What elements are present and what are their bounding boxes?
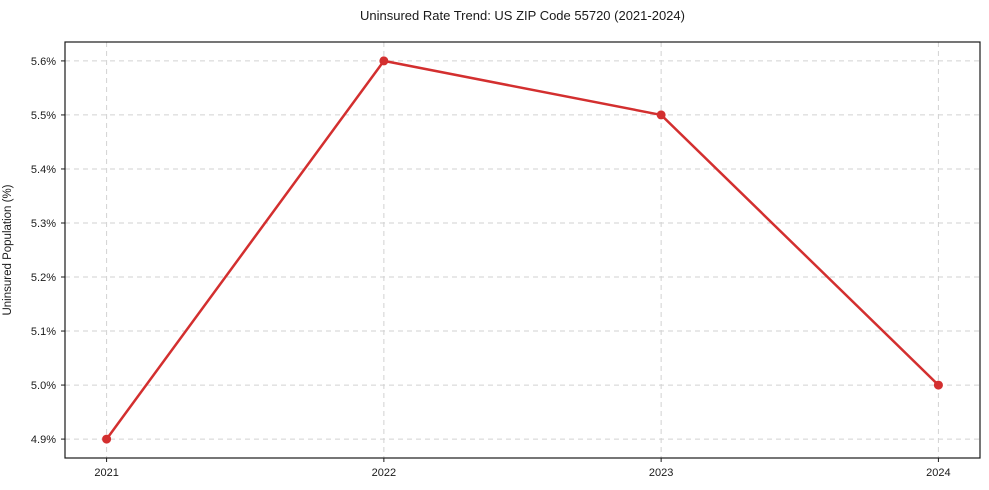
y-tick-label: 4.9% [31,434,56,446]
data-point [933,380,943,390]
y-tick-label: 5.4% [31,164,56,176]
x-tick-label: 2024 [926,467,950,479]
y-tick-label: 5.1% [31,326,56,338]
data-point [379,56,389,66]
x-tick-label: 2022 [372,467,396,479]
data-point [656,110,666,120]
y-tick-label: 5.3% [31,218,56,230]
y-tick-label: 5.5% [31,110,56,122]
chart-title: Uninsured Rate Trend: US ZIP Code 55720 … [360,8,685,23]
x-tick-label: 2023 [649,467,673,479]
trend-line [105,59,940,441]
y-tick-label: 5.0% [31,380,56,392]
y-tick-label: 5.6% [31,56,56,68]
plot-border [64,41,981,459]
x-tick-label: 2021 [94,467,118,479]
y-tick-label: 5.2% [31,272,56,284]
data-point [102,434,112,444]
